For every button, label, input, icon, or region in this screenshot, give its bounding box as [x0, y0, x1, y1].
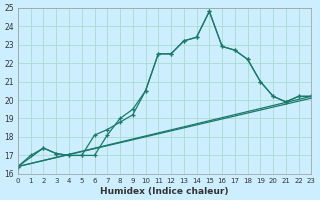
X-axis label: Humidex (Indice chaleur): Humidex (Indice chaleur): [100, 187, 229, 196]
